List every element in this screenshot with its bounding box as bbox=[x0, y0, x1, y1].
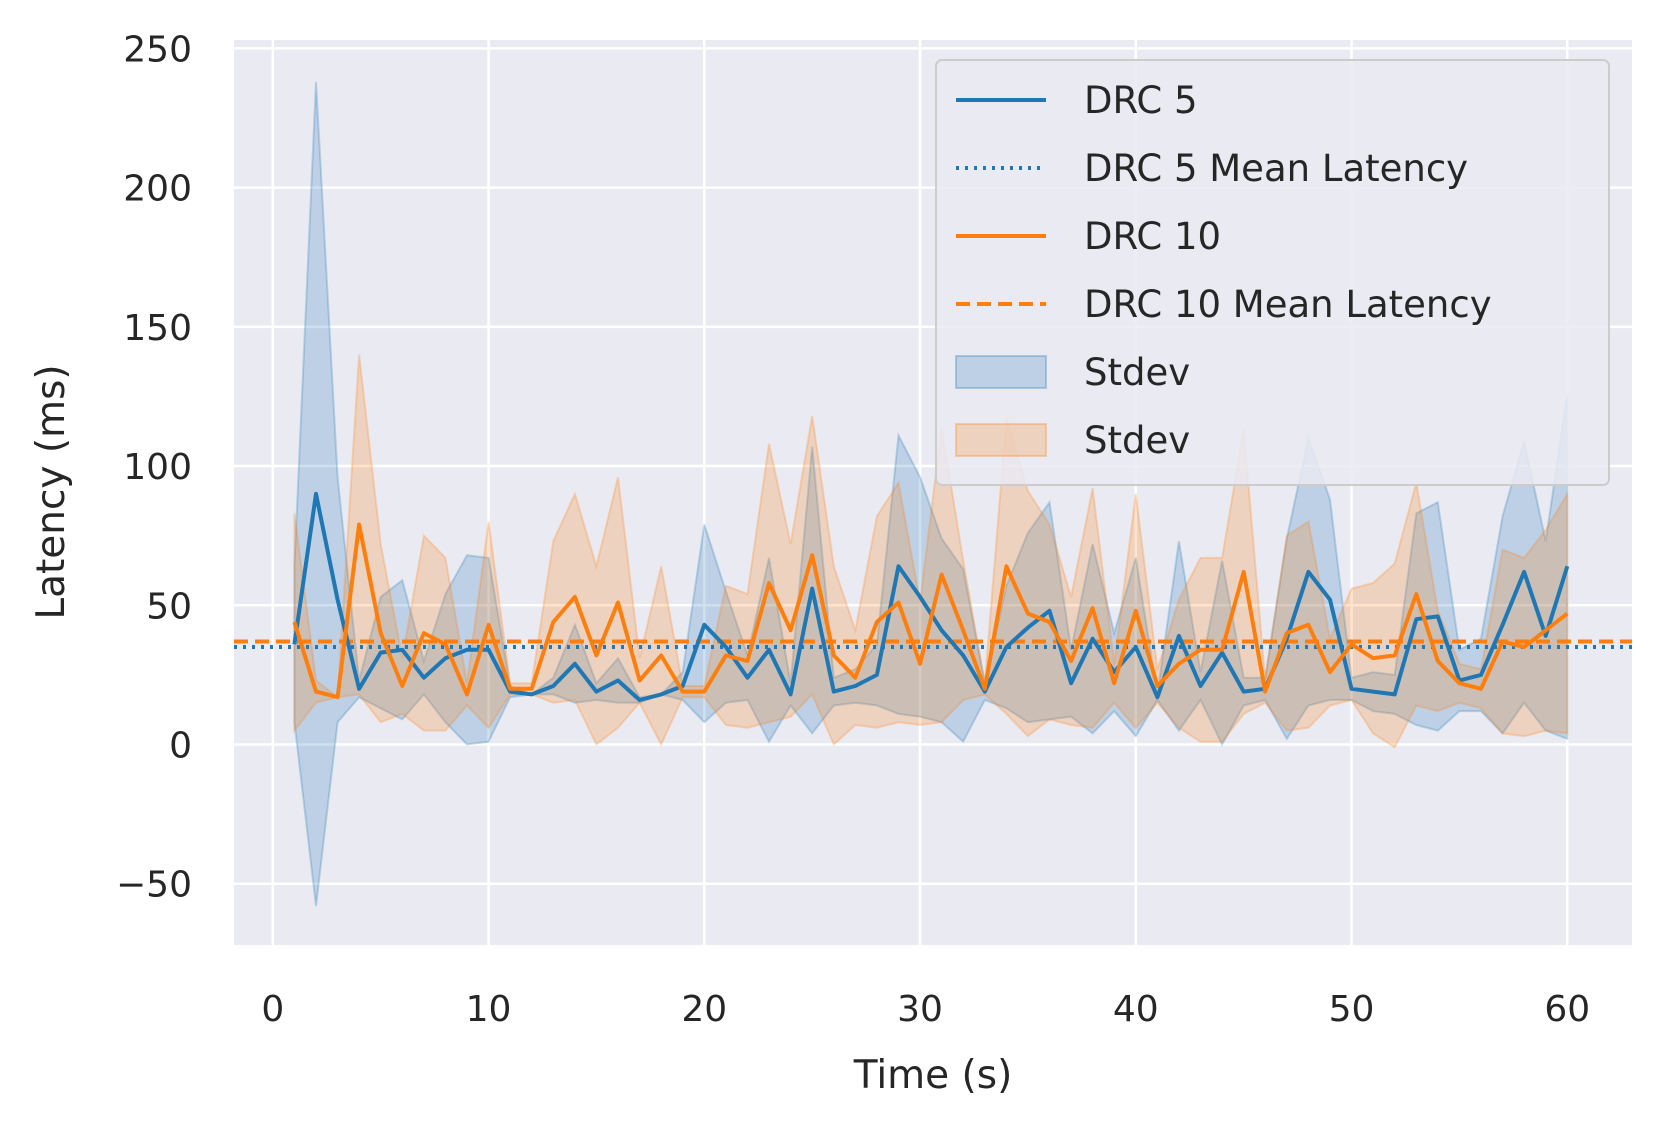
y-tick-label: 50 bbox=[146, 586, 192, 627]
x-tick-labels: 0 10 20 30 40 50 60 bbox=[261, 989, 1590, 1030]
x-tick-label: 30 bbox=[897, 989, 943, 1030]
series-line bbox=[292, 522, 1569, 700]
legend-swatch bbox=[955, 355, 1047, 389]
y-tick-label: 100 bbox=[123, 447, 192, 488]
stdev-bands bbox=[293, 81, 1569, 907]
y-axis-label: Latency (ms) bbox=[29, 364, 74, 619]
series-lines bbox=[292, 491, 1570, 702]
x-tick-label: 0 bbox=[261, 989, 284, 1030]
stdev-band bbox=[293, 354, 1569, 749]
x-tick-label: 20 bbox=[681, 989, 727, 1030]
y-tick-label: 0 bbox=[169, 726, 192, 767]
legend-label: DRC 5 bbox=[1084, 79, 1198, 122]
y-tick-label: 250 bbox=[123, 29, 192, 70]
legend-label: Stdev bbox=[1084, 351, 1190, 394]
y-tick-label: −50 bbox=[116, 865, 192, 906]
x-tick-label: 10 bbox=[466, 989, 512, 1030]
x-tick-label: 50 bbox=[1329, 989, 1375, 1030]
legend-label: DRC 5 Mean Latency bbox=[1084, 147, 1468, 190]
legend-swatch bbox=[955, 423, 1047, 457]
stdev-band bbox=[293, 81, 1569, 907]
y-tick-label: 150 bbox=[123, 308, 192, 349]
legend-label: Stdev bbox=[1084, 419, 1190, 462]
x-axis-label: Time (s) bbox=[853, 1053, 1013, 1098]
legend: DRC 5 DRC 5 Mean Latency DRC 10 DRC 10 Mean… bbox=[935, 59, 1610, 486]
y-tick-labels: −50 0 50 100 150 200 250 bbox=[116, 29, 192, 905]
legend-label: DRC 10 bbox=[1084, 215, 1221, 258]
legend-box bbox=[935, 59, 1610, 486]
x-tick-label: 60 bbox=[1544, 989, 1590, 1030]
legend-label: DRC 10 Mean Latency bbox=[1084, 283, 1492, 326]
y-tick-label: 200 bbox=[123, 169, 192, 210]
x-tick-label: 40 bbox=[1113, 989, 1159, 1030]
